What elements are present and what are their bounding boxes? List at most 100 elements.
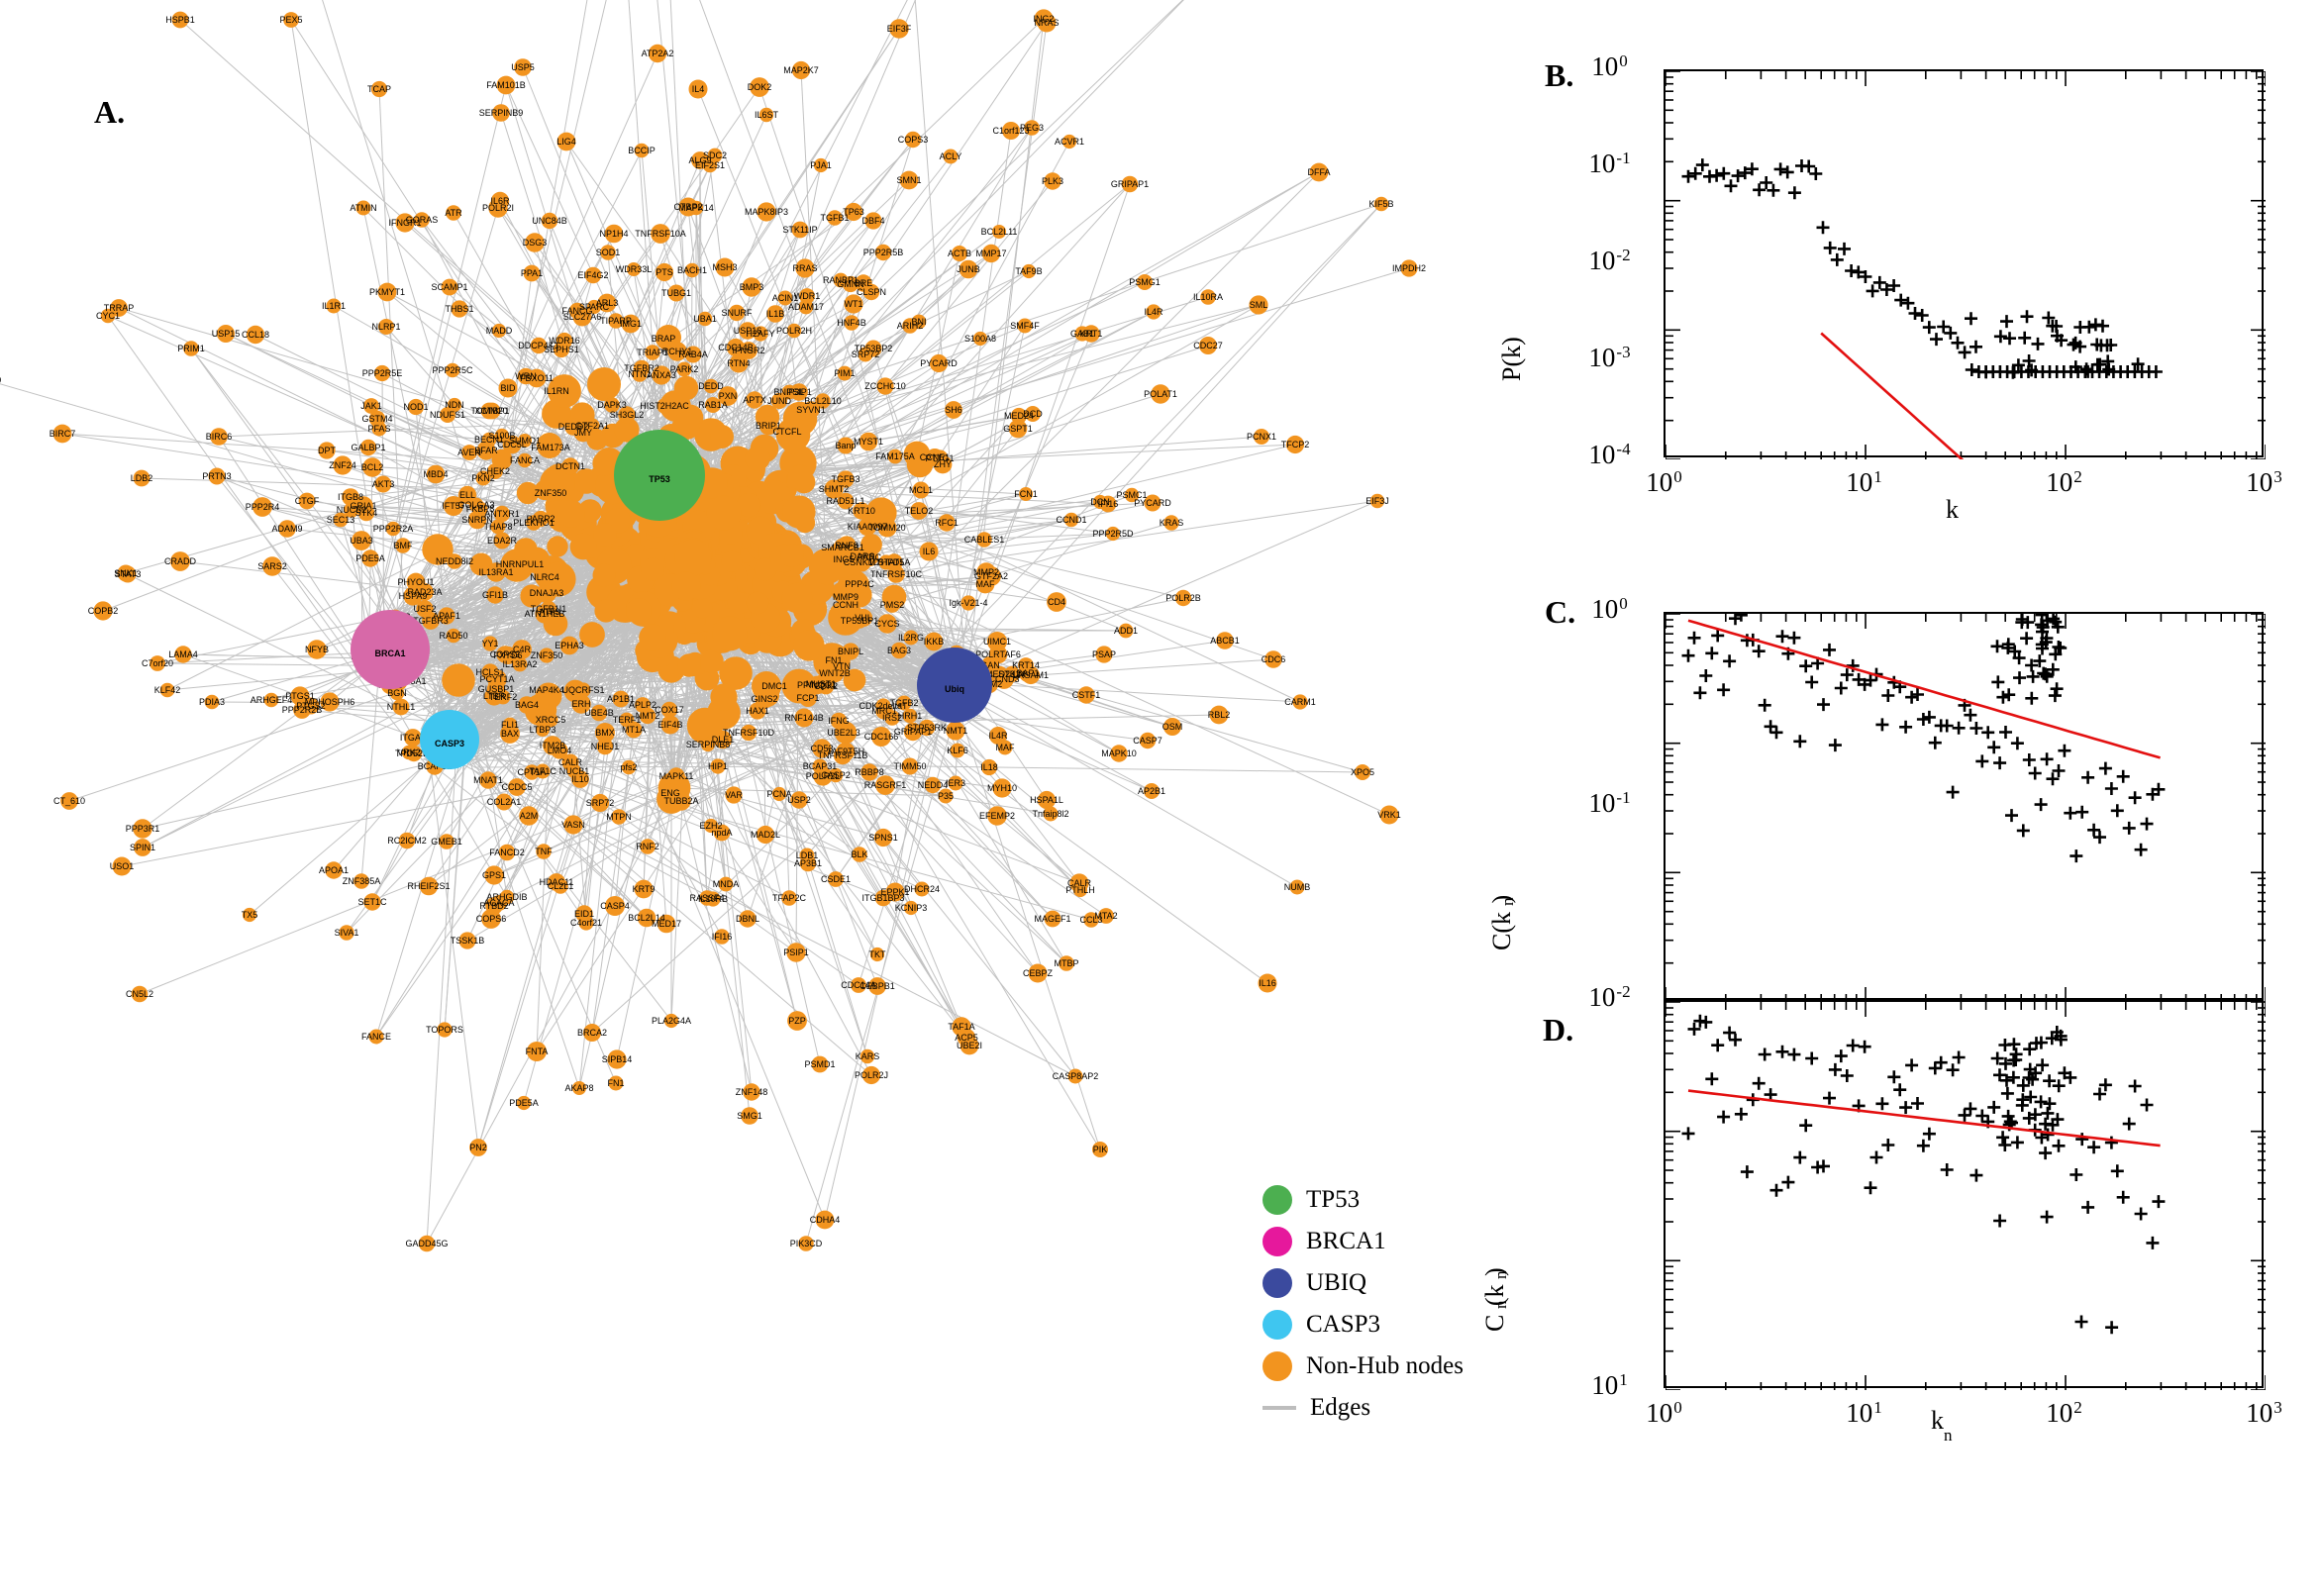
svg-text:FAM175A: FAM175A — [875, 451, 915, 461]
svg-text:BIRC6: BIRC6 — [206, 432, 233, 442]
svg-text:PYCARD: PYCARD — [920, 358, 958, 368]
svg-text:NLRP1: NLRP1 — [371, 322, 400, 332]
svg-text:GINS2: GINS2 — [751, 694, 777, 704]
svg-text:ZNF385A: ZNF385A — [343, 876, 381, 886]
svg-text:SPARC: SPARC — [579, 302, 610, 312]
svg-text:CASP7: CASP7 — [1133, 736, 1162, 746]
svg-text:XPO5: XPO5 — [1351, 767, 1374, 777]
svg-text:CCNE1: CCNE1 — [920, 452, 951, 462]
svg-text:IL13RA1: IL13RA1 — [478, 567, 513, 577]
svg-text:TFCP2: TFCP2 — [1281, 440, 1310, 449]
svg-text:CASP8AP2: CASP8AP2 — [1053, 1071, 1099, 1081]
svg-text:PHYOU1: PHYOU1 — [397, 577, 434, 587]
svg-text:USP5: USP5 — [511, 62, 535, 72]
svg-text:TERF1: TERF1 — [613, 715, 642, 725]
svg-text:EZH2: EZH2 — [699, 821, 722, 831]
svg-text:ITM2B: ITM2B — [540, 741, 566, 750]
svg-text:CSNK1D: CSNK1D — [844, 557, 880, 567]
svg-text:UBE4B: UBE4B — [584, 708, 614, 718]
svg-text:DSG3: DSG3 — [523, 238, 548, 248]
svg-text:P35: P35 — [938, 791, 954, 801]
svg-text:BCL2: BCL2 — [361, 462, 384, 472]
svg-text:MAF: MAF — [976, 579, 996, 589]
svg-text:PARP2: PARP2 — [527, 514, 556, 524]
svg-text:pfs2: pfs2 — [620, 762, 637, 772]
svg-text:HSPA1L: HSPA1L — [1030, 795, 1063, 805]
svg-text:NDUFS1: NDUFS1 — [430, 410, 465, 420]
svg-text:IKKB: IKKB — [924, 637, 945, 647]
svg-text:ZCCHC10: ZCCHC10 — [864, 381, 906, 391]
svg-text:ITGB8: ITGB8 — [338, 492, 363, 502]
svg-text:ATR: ATR — [445, 208, 462, 218]
svg-text:RBBP8: RBBP8 — [855, 767, 884, 777]
svg-text:PTS: PTS — [656, 267, 673, 277]
svg-text:BMX: BMX — [595, 728, 615, 738]
svg-text:Ubiq: Ubiq — [945, 684, 964, 694]
svg-text:VTN: VTN — [833, 661, 851, 671]
svg-text:SNURF: SNURF — [722, 308, 754, 318]
svg-text:CTGF: CTGF — [295, 496, 320, 506]
svg-text:IL10RB: IL10RB — [698, 894, 728, 904]
svg-text:PLA2G4A: PLA2G4A — [652, 1016, 691, 1026]
svg-text:MYST1: MYST1 — [854, 437, 883, 447]
svg-text:PFAS: PFAS — [367, 424, 390, 434]
svg-text:CEBPB1: CEBPB1 — [859, 981, 895, 991]
svg-text:BMP3: BMP3 — [740, 282, 764, 292]
svg-text:SH3GL2: SH3GL2 — [610, 410, 645, 420]
svg-text:JUNB: JUNB — [957, 264, 980, 274]
svg-text:RTN4: RTN4 — [727, 358, 750, 368]
svg-text:MMP17: MMP17 — [975, 249, 1006, 258]
svg-text:TOMM20: TOMM20 — [470, 406, 507, 416]
svg-text:BAG3: BAG3 — [887, 646, 911, 655]
svg-text:BRCA2: BRCA2 — [577, 1028, 607, 1038]
svg-text:RRAS: RRAS — [792, 263, 817, 273]
svg-text:FLI1: FLI1 — [501, 720, 519, 730]
svg-text:AVEN: AVEN — [457, 448, 481, 457]
svg-text:TOPORS: TOPORS — [426, 1025, 463, 1035]
svg-text:HNF4B: HNF4B — [837, 318, 866, 328]
svg-text:FN1: FN1 — [607, 1078, 624, 1088]
svg-text:CTCFL: CTCFL — [773, 427, 802, 437]
svg-text:GOLGA3: GOLGA3 — [457, 500, 494, 510]
svg-text:Tnfaip8l2: Tnfaip8l2 — [1032, 809, 1068, 819]
svg-text:RNF2: RNF2 — [636, 842, 659, 851]
svg-text:ARHGDIB: ARHGDIB — [486, 892, 527, 902]
svg-text:CDC27: CDC27 — [1193, 341, 1223, 350]
svg-text:CASP2: CASP2 — [821, 770, 851, 780]
svg-text:IFNGR2: IFNGR2 — [732, 346, 764, 355]
svg-text:TP53: TP53 — [649, 474, 670, 484]
svg-text:SIPB14: SIPB14 — [602, 1054, 633, 1064]
svg-text:RTBD2: RTBD2 — [479, 901, 508, 911]
svg-text:GRIPAP1: GRIPAP1 — [894, 727, 932, 737]
svg-text:PJA1: PJA1 — [810, 160, 832, 170]
svg-text:COPS6: COPS6 — [476, 914, 507, 924]
svg-text:NUCB1: NUCB1 — [559, 766, 590, 776]
svg-text:HAX1: HAX1 — [746, 706, 769, 716]
svg-text:PZP: PZP — [788, 1016, 806, 1026]
svg-text:MTBP: MTBP — [1054, 958, 1078, 968]
svg-text:TGFB2: TGFB2 — [889, 698, 918, 708]
svg-text:AKT3: AKT3 — [372, 479, 395, 489]
svg-text:MAGEF1: MAGEF1 — [1034, 914, 1070, 924]
svg-text:IL1RN: IL1RN — [544, 386, 569, 396]
svg-text:KRT9: KRT9 — [633, 884, 656, 894]
svg-text:COL2A1: COL2A1 — [487, 797, 522, 807]
svg-text:DEDD2: DEDD2 — [558, 422, 589, 432]
svg-text:ACP5: ACP5 — [955, 1033, 978, 1043]
svg-text:AKAP8: AKAP8 — [564, 1083, 593, 1093]
svg-text:GALBP1: GALBP1 — [351, 443, 385, 452]
svg-text:TNFRSF10A: TNFRSF10A — [635, 229, 686, 239]
svg-text:TGFB3: TGFB3 — [831, 474, 859, 484]
svg-text:Igk-V21-4: Igk-V21-4 — [949, 598, 987, 608]
svg-text:TNFRSF10C: TNFRSF10C — [870, 569, 923, 579]
svg-text:CSTF1: CSTF1 — [1072, 690, 1101, 700]
svg-text:PPP2R4: PPP2R4 — [246, 502, 280, 512]
svg-text:THBS1: THBS1 — [445, 304, 473, 314]
svg-text:MMP2: MMP2 — [973, 567, 999, 577]
svg-text:NEDD4: NEDD4 — [918, 780, 949, 790]
svg-text:IFI16: IFI16 — [712, 932, 733, 942]
svg-text:TUBG1: TUBG1 — [661, 288, 691, 298]
svg-text:MAPK11: MAPK11 — [659, 771, 694, 781]
svg-text:POLAT1: POLAT1 — [1144, 389, 1177, 399]
svg-text:VRK2: VRK2 — [397, 748, 421, 757]
